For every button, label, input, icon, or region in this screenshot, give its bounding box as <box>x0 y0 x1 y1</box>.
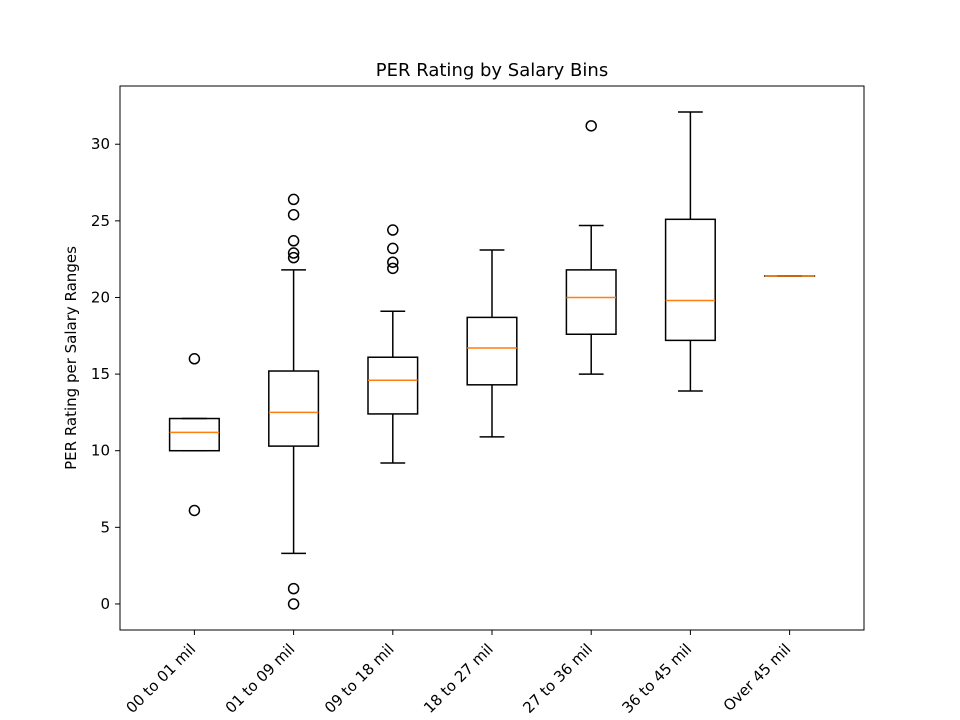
y-axis-label: PER Rating per Salary Ranges <box>62 246 80 470</box>
plot-area <box>168 111 816 610</box>
y-tick-label: 20 <box>91 288 110 306</box>
outlier-point <box>287 582 300 595</box>
box <box>565 269 617 335</box>
y-tick-label: 10 <box>91 442 110 460</box>
x-tick-label: 18 to 27 mil <box>420 640 497 717</box>
x-axis: 00 to 01 mil 01 to 09 mil 09 to 18 mil 18 t… <box>123 630 795 717</box>
outlier-point <box>287 208 300 221</box>
chart-title: PER Rating by Salary Bins <box>376 60 608 81</box>
outlier-point <box>188 504 201 517</box>
outlier-point <box>188 353 201 365</box>
y-tick-label: 30 <box>91 135 110 153</box>
y-tick-label: 15 <box>91 365 110 383</box>
outlier-point <box>287 193 300 206</box>
box <box>268 370 320 447</box>
outlier-point <box>287 235 300 247</box>
box <box>466 316 518 386</box>
y-tick-label: 0 <box>100 595 110 613</box>
box-group-2 <box>367 224 419 464</box>
box-group-5 <box>664 111 716 392</box>
box-group-0 <box>168 353 220 517</box>
x-tick-label: 36 to 45 mil <box>619 640 696 717</box>
x-tick-label: 01 to 09 mil <box>222 640 299 717</box>
outlier-point <box>387 262 399 275</box>
outlier-point <box>387 224 399 236</box>
x-tick-label: 00 to 01 mil <box>123 640 200 717</box>
box <box>367 356 419 415</box>
box-group-1 <box>268 193 320 610</box>
outlier-point <box>387 242 399 255</box>
y-axis: 0 5 10 15 20 25 30 <box>91 135 120 613</box>
outlier-point <box>287 251 300 264</box>
x-tick-label: 09 to 18 mil <box>321 640 398 717</box>
x-tick-label: Over 45 mil <box>720 640 795 715</box>
outlier-point <box>585 120 597 132</box>
y-tick-label: 25 <box>91 212 110 230</box>
x-tick-label: 27 to 36 mil <box>519 640 596 717</box>
box-group-4 <box>565 120 617 375</box>
outlier-point <box>287 598 300 610</box>
plot-frame <box>119 85 865 631</box>
box <box>168 417 220 452</box>
outlier-point <box>387 256 399 268</box>
outlier-point <box>287 247 300 259</box>
box <box>664 218 716 342</box>
y-tick-label: 5 <box>100 518 110 536</box>
box-group-3 <box>466 249 518 438</box>
